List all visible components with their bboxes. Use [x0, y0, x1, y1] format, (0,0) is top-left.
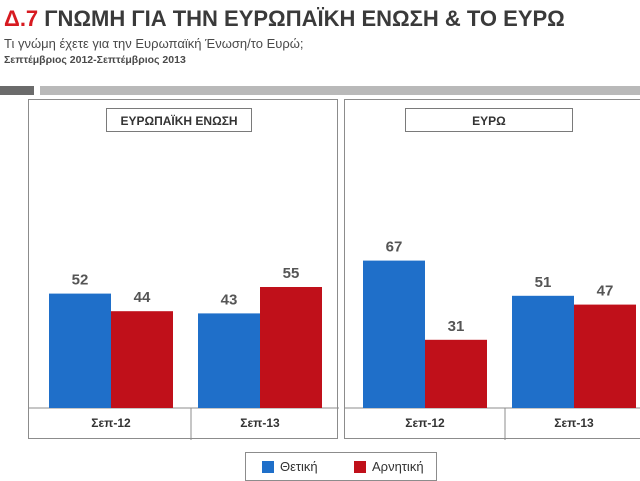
bar-negative-0: [111, 311, 173, 408]
x-tick-label: Σεπ-13: [554, 416, 594, 430]
x-tick-label: Σεπ-13: [240, 416, 280, 430]
separator-bar-light: [40, 86, 640, 95]
section-code: Δ.7: [4, 6, 39, 31]
euro-chart-plot: 67 31 Σεπ-12 51 47 Σεπ-13: [345, 239, 640, 440]
eu-chart-title: ΕΥΡΩΠΑΪΚΗ ΕΝΩΣΗ: [106, 108, 252, 132]
legend-swatch-positive: [262, 461, 274, 473]
eu-chart-plot: 52 44 Σεπ-12 43 55 Σεπ-13: [29, 265, 339, 440]
bar-positive-0: [49, 293, 111, 408]
bar-positive-1: [512, 295, 574, 408]
euro-chart-title: ΕΥΡΩ: [405, 108, 573, 132]
data-label: 51: [535, 274, 552, 291]
x-tick-label: Σεπ-12: [91, 416, 131, 430]
bar-negative-0: [425, 339, 487, 408]
data-label: 31: [448, 318, 465, 335]
data-label: 43: [221, 291, 238, 308]
legend-swatch-negative: [354, 461, 366, 473]
separator-bar-dark: [0, 86, 34, 95]
legend-label-positive: Θετική: [280, 459, 318, 474]
legend: Θετική Αρνητική: [245, 452, 437, 481]
page-title: Δ.7 ΓΝΩΜΗ ΓΙΑ ΤΗΝ ΕΥΡΩΠΑΪΚΗ ΕΝΩΣΗ & ΤΟ Ε…: [4, 6, 565, 32]
data-label: 44: [134, 289, 151, 306]
bar-positive-1: [198, 313, 260, 408]
data-label: 67: [386, 239, 403, 256]
data-label: 47: [597, 283, 614, 300]
eu-chart-panel: ΕΥΡΩΠΑΪΚΗ ΕΝΩΣΗ 52 44 Σεπ-12 43 55 Σεπ-13: [28, 99, 339, 440]
bar-negative-1: [260, 287, 322, 408]
data-label: 52: [72, 272, 89, 289]
euro-chart-panel: ΕΥΡΩ 67 31 Σεπ-12 51 47 Σεπ-13: [344, 99, 640, 440]
bar-negative-1: [574, 304, 636, 408]
title-text: ΓΝΩΜΗ ΓΙΑ ΤΗΝ ΕΥΡΩΠΑΪΚΗ ΕΝΩΣΗ & ΤΟ ΕΥΡΩ: [44, 6, 565, 31]
data-label: 55: [283, 265, 300, 282]
bar-positive-0: [363, 260, 425, 408]
x-tick-label: Σεπ-12: [405, 416, 445, 430]
legend-label-negative: Αρνητική: [372, 459, 424, 474]
period-label: Σεπτέμβριος 2012-Σεπτέμβριος 2013: [4, 54, 186, 66]
question-subtitle: Τι γνώμη έχετε για την Ευρωπαϊκή Ένωση/τ…: [4, 36, 304, 51]
